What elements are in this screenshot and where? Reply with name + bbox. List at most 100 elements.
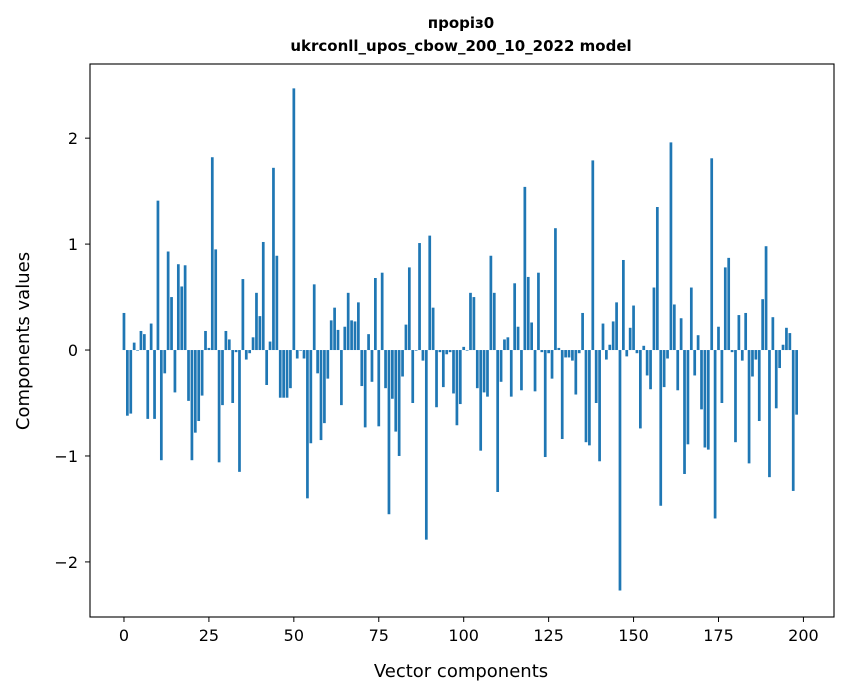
bar-191 [771,317,775,351]
bar-139 [594,350,598,403]
bar-146 [618,350,622,591]
x-tick-label: 100 [448,626,479,645]
bar-80 [394,350,398,432]
bar-68 [353,321,357,351]
bar-42 [265,350,269,385]
bar-108 [489,255,493,351]
bar-196 [788,333,792,351]
bar-192 [774,350,778,409]
bar-178 [727,257,731,351]
bar-50 [292,88,296,351]
y-tick-label: 2 [68,129,78,148]
bar-136 [584,350,588,443]
bar-198 [795,350,798,415]
x-tick-label: 200 [788,626,819,645]
bar-84 [407,267,411,351]
bar-189 [764,246,768,351]
bar-51 [295,350,299,359]
bar-35 [241,279,245,351]
bar-129 [560,350,564,440]
bar-188 [761,299,765,351]
bar-152 [639,350,642,429]
bar-41 [261,241,265,351]
bar-132 [571,350,574,361]
bar-165 [683,350,686,474]
bar-177 [723,267,727,351]
bar-64 [340,350,343,406]
bar-67 [350,320,353,351]
bar-77 [384,350,387,389]
bar-16 [176,264,180,351]
bar-112 [503,339,506,351]
y-tick-label: −1 [54,447,78,466]
bar-78 [387,350,391,515]
bar-34 [238,350,241,472]
bar-82 [401,350,404,377]
bar-38 [251,337,255,351]
bar-52 [299,350,302,351]
bar-75 [377,350,381,427]
bar-104 [475,350,479,389]
bar-158 [659,350,663,506]
bar-154 [645,350,649,376]
bar-18 [183,265,187,351]
bar-40 [258,316,262,351]
bar-170 [700,350,703,410]
chart-title-line2: ukrconll_upos_cbow_200_10_2022 model [290,37,631,55]
bar-97 [452,350,455,394]
bar-150 [632,305,635,351]
bar-30 [224,330,228,351]
bar-151 [635,350,639,354]
bar-116 [516,326,520,351]
bar-147 [622,259,625,351]
bar-103 [472,297,476,351]
bar-31 [227,339,231,351]
bar-168 [693,350,697,376]
bar-144 [611,321,615,351]
bar-122 [537,272,540,351]
bar-98 [455,350,459,426]
bar-94 [441,350,445,388]
bar-22 [197,350,201,422]
bar-91 [431,307,435,351]
bar-4 [136,350,139,351]
bar-56 [312,284,316,351]
bar-6 [143,334,146,351]
bar-164 [679,318,683,351]
bar-54 [306,350,309,499]
bar-180 [734,350,737,443]
bar-155 [649,350,652,390]
bar-126 [550,350,554,379]
bar-111 [499,350,503,382]
bar-45 [275,255,279,351]
bar-193 [778,350,781,369]
chart-title-line1: проріз0 [428,14,494,32]
x-tick-label: 0 [119,626,129,645]
bar-19 [187,350,190,401]
bar-186 [754,350,758,360]
bar-1 [126,350,129,416]
bar-99 [458,350,462,405]
bar-9 [153,350,156,419]
bar-62 [333,307,336,351]
bar-100 [462,346,466,351]
bar-63 [336,329,340,351]
bar-127 [554,228,557,351]
bar-88 [421,350,425,361]
bar-134 [577,350,581,354]
bar-48 [285,350,289,398]
bar-114 [509,350,513,397]
y-tick-label: 0 [68,341,78,360]
bar-141 [601,323,605,351]
bar-95 [445,350,449,355]
bar-76 [380,272,384,351]
bar-166 [686,350,690,445]
bar-83 [404,324,408,351]
bar-59 [323,350,326,424]
x-tick-label: 25 [199,626,219,645]
bar-125 [547,350,550,354]
x-tick-label: 150 [618,626,649,645]
bar-61 [329,320,333,351]
bar-53 [302,350,306,359]
x-tick-label: 125 [533,626,564,645]
